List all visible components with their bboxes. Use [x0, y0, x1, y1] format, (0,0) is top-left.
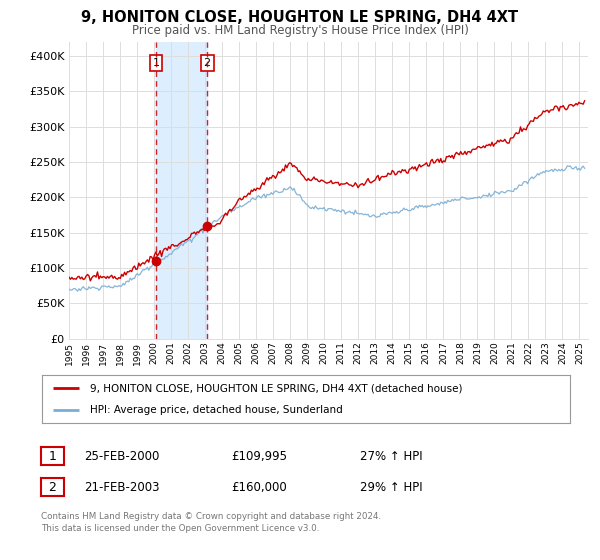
Text: 9, HONITON CLOSE, HOUGHTON LE SPRING, DH4 4XT: 9, HONITON CLOSE, HOUGHTON LE SPRING, DH…	[82, 10, 518, 25]
Text: 2: 2	[203, 58, 211, 68]
Bar	[156, 42, 207, 339]
Text: £109,995: £109,995	[231, 450, 287, 463]
Text: 27% ↑ HPI: 27% ↑ HPI	[360, 450, 422, 463]
Text: 1: 1	[152, 58, 160, 68]
Text: 21-FEB-2003: 21-FEB-2003	[84, 480, 160, 494]
Text: Price paid vs. HM Land Registry's House Price Index (HPI): Price paid vs. HM Land Registry's House …	[131, 24, 469, 36]
Text: 25-FEB-2000: 25-FEB-2000	[84, 450, 160, 463]
Text: 2: 2	[48, 480, 56, 494]
Text: 29% ↑ HPI: 29% ↑ HPI	[360, 480, 422, 494]
Text: 1: 1	[48, 450, 56, 463]
Text: £160,000: £160,000	[231, 480, 287, 494]
Text: HPI: Average price, detached house, Sunderland: HPI: Average price, detached house, Sund…	[89, 405, 342, 415]
Text: Contains HM Land Registry data © Crown copyright and database right 2024.
This d: Contains HM Land Registry data © Crown c…	[41, 512, 381, 533]
Text: 9, HONITON CLOSE, HOUGHTON LE SPRING, DH4 4XT (detached house): 9, HONITON CLOSE, HOUGHTON LE SPRING, DH…	[89, 383, 462, 393]
